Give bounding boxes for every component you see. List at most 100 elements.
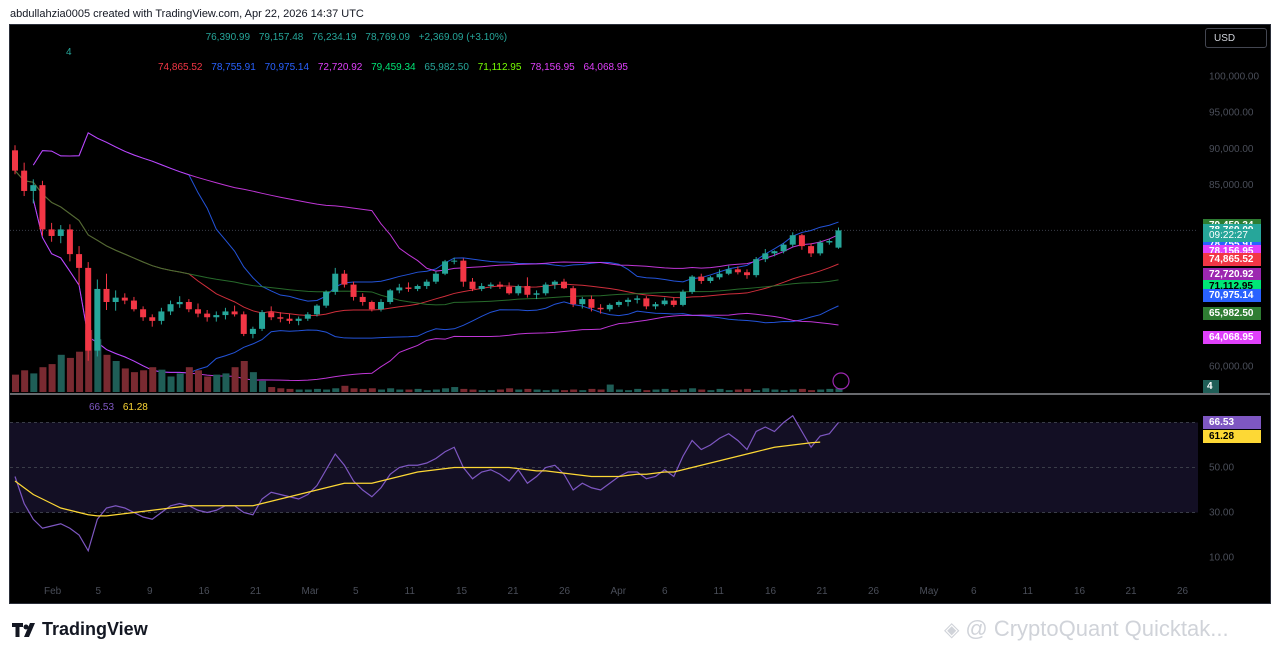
candle-body[interactable]	[268, 312, 275, 318]
candle-body[interactable]	[542, 284, 549, 294]
candle-body[interactable]	[12, 150, 18, 171]
candle-body[interactable]	[313, 305, 320, 315]
candle-body[interactable]	[359, 296, 366, 303]
candle-body[interactable]	[515, 286, 522, 294]
candle-body[interactable]	[561, 281, 567, 289]
candle-body[interactable]	[487, 284, 494, 287]
candle-body[interactable]	[634, 298, 641, 300]
candle-body[interactable]	[679, 291, 686, 305]
candle-body[interactable]	[780, 244, 787, 252]
candle-body[interactable]	[753, 259, 760, 276]
candle-body[interactable]	[533, 293, 540, 295]
candle-body[interactable]	[817, 242, 824, 254]
candle-body[interactable]	[240, 314, 247, 334]
candle-body[interactable]	[204, 313, 211, 318]
candle-body[interactable]	[597, 307, 604, 310]
candle-body[interactable]	[451, 260, 458, 262]
candle-body[interactable]	[378, 302, 384, 310]
candle-body[interactable]	[615, 302, 622, 305]
candle-body[interactable]	[295, 318, 302, 321]
candle-body[interactable]	[496, 284, 503, 287]
candle-body[interactable]	[195, 309, 201, 314]
candle-body[interactable]	[213, 315, 220, 318]
candle-body[interactable]	[460, 260, 467, 282]
candle-body[interactable]	[478, 286, 485, 289]
tradingview-logo[interactable]: TradingView	[12, 619, 148, 640]
candle-body[interactable]	[689, 276, 696, 292]
candle-body[interactable]	[762, 253, 769, 260]
candle-body[interactable]	[744, 272, 750, 276]
candle-body[interactable]	[387, 290, 394, 303]
candle-body[interactable]	[21, 170, 28, 191]
candle-body[interactable]	[771, 251, 778, 254]
candle-body[interactable]	[670, 300, 677, 305]
candle-body[interactable]	[176, 302, 183, 305]
symbol-name-faded	[16, 32, 19, 43]
candle-body[interactable]	[423, 281, 430, 287]
candle-body[interactable]	[826, 241, 833, 243]
candle-body[interactable]	[698, 276, 705, 281]
candle-body[interactable]	[85, 267, 92, 351]
candle-body[interactable]	[158, 311, 165, 321]
candle-body[interactable]	[551, 281, 558, 285]
candle-body[interactable]	[625, 299, 632, 303]
candle-body[interactable]	[286, 318, 293, 321]
candle-body[interactable]	[579, 299, 586, 305]
candle-body[interactable]	[167, 304, 174, 312]
candle-body[interactable]	[185, 302, 192, 310]
candle-body[interactable]	[835, 230, 842, 248]
candle-body[interactable]	[570, 288, 577, 305]
candle-body[interactable]	[725, 269, 732, 274]
candle-body[interactable]	[57, 229, 64, 236]
candle-body[interactable]	[48, 229, 55, 236]
candle-body[interactable]	[140, 309, 147, 318]
candle-body[interactable]	[432, 273, 439, 282]
candle-body[interactable]	[231, 311, 238, 315]
candle-body[interactable]	[222, 311, 229, 316]
candle-body[interactable]	[707, 277, 714, 281]
candle-body[interactable]	[442, 261, 449, 274]
candle-body[interactable]	[506, 286, 513, 294]
candle-body[interactable]	[94, 288, 101, 351]
candle-body[interactable]	[277, 317, 284, 319]
candle-body[interactable]	[808, 246, 815, 254]
candle-body[interactable]	[396, 287, 403, 291]
replay-icon[interactable]	[832, 372, 850, 390]
candle-body[interactable]	[121, 297, 128, 301]
candle-body[interactable]	[405, 287, 412, 289]
candle-body[interactable]	[304, 314, 311, 319]
candle-body[interactable]	[30, 185, 37, 191]
candle-body[interactable]	[259, 312, 266, 329]
candle-body[interactable]	[606, 304, 613, 310]
candle-body[interactable]	[103, 288, 110, 303]
candle-body[interactable]	[39, 185, 46, 230]
candle-body[interactable]	[341, 273, 348, 285]
candle-body[interactable]	[469, 281, 476, 289]
candle-body[interactable]	[414, 286, 421, 289]
currency-button[interactable]: USD	[1205, 28, 1267, 48]
candle-body[interactable]	[130, 300, 137, 310]
candle-body[interactable]	[76, 254, 83, 268]
candle-body[interactable]	[524, 286, 531, 295]
volume-bar	[378, 389, 385, 392]
candle-body[interactable]	[734, 269, 741, 273]
candle-body[interactable]	[66, 229, 73, 255]
candle-body[interactable]	[652, 304, 659, 307]
candle-body[interactable]	[112, 297, 119, 303]
candle-body[interactable]	[368, 302, 375, 310]
candle-body[interactable]	[323, 291, 330, 306]
candle-body[interactable]	[789, 235, 796, 245]
price-axis-label: 100,000.00	[1209, 71, 1259, 82]
candle-body[interactable]	[350, 284, 357, 297]
candle-body[interactable]	[643, 298, 650, 307]
candle-body[interactable]	[716, 273, 723, 278]
candle-body[interactable]	[798, 235, 805, 247]
volume-bar	[268, 387, 276, 392]
candle-body[interactable]	[149, 317, 156, 321]
candle-body[interactable]	[661, 300, 668, 305]
candle-body[interactable]	[332, 273, 339, 292]
volume-bar	[332, 388, 340, 392]
candle-body[interactable]	[249, 328, 256, 334]
candle-body[interactable]	[588, 299, 595, 308]
